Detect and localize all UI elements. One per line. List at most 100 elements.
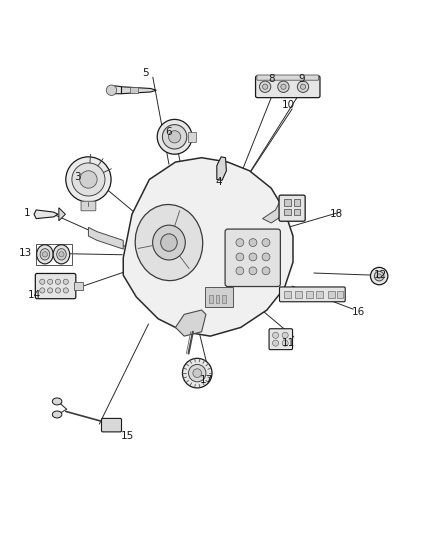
- Ellipse shape: [135, 205, 203, 280]
- Circle shape: [374, 271, 384, 281]
- Circle shape: [262, 239, 270, 246]
- Circle shape: [183, 358, 212, 388]
- FancyBboxPatch shape: [257, 75, 319, 80]
- Circle shape: [63, 288, 68, 293]
- Circle shape: [249, 239, 257, 246]
- Ellipse shape: [161, 234, 177, 251]
- FancyBboxPatch shape: [269, 329, 293, 350]
- Bar: [215, 295, 219, 303]
- FancyBboxPatch shape: [35, 273, 76, 298]
- Circle shape: [272, 332, 279, 338]
- Circle shape: [72, 163, 105, 196]
- Polygon shape: [59, 208, 65, 221]
- Bar: [187, 132, 196, 142]
- FancyBboxPatch shape: [225, 229, 280, 287]
- Circle shape: [55, 288, 60, 293]
- Polygon shape: [110, 86, 121, 94]
- Circle shape: [193, 369, 201, 377]
- Circle shape: [40, 288, 45, 293]
- Circle shape: [377, 274, 381, 278]
- Text: 1: 1: [24, 208, 31, 219]
- Circle shape: [47, 279, 53, 284]
- Text: 9: 9: [298, 75, 305, 84]
- Circle shape: [297, 81, 309, 92]
- Text: 13: 13: [19, 248, 32, 259]
- Bar: [328, 291, 335, 298]
- Circle shape: [281, 84, 286, 90]
- Bar: [284, 291, 291, 298]
- Circle shape: [106, 85, 117, 95]
- Bar: [36, 244, 72, 265]
- Bar: [284, 199, 291, 206]
- Text: 8: 8: [268, 75, 275, 84]
- Text: 14: 14: [28, 290, 41, 300]
- Circle shape: [162, 125, 187, 149]
- Circle shape: [249, 253, 257, 261]
- Ellipse shape: [52, 398, 62, 405]
- Text: 6: 6: [166, 126, 172, 136]
- Circle shape: [40, 279, 45, 284]
- Circle shape: [236, 239, 244, 246]
- Text: 17: 17: [199, 375, 212, 385]
- Circle shape: [157, 119, 192, 154]
- Circle shape: [236, 253, 244, 261]
- Circle shape: [371, 268, 388, 285]
- Polygon shape: [123, 158, 293, 336]
- Circle shape: [300, 84, 306, 90]
- Circle shape: [249, 267, 257, 275]
- Circle shape: [262, 253, 270, 261]
- Ellipse shape: [52, 411, 62, 418]
- Circle shape: [55, 279, 60, 284]
- Ellipse shape: [53, 245, 70, 264]
- Circle shape: [272, 340, 279, 346]
- Circle shape: [80, 171, 97, 188]
- Bar: [317, 291, 323, 298]
- Circle shape: [66, 157, 111, 202]
- Ellipse shape: [40, 249, 49, 260]
- FancyBboxPatch shape: [205, 287, 233, 306]
- Text: 12: 12: [374, 270, 387, 280]
- Bar: [336, 291, 343, 298]
- FancyBboxPatch shape: [255, 76, 320, 98]
- Circle shape: [278, 81, 289, 92]
- Bar: [294, 208, 300, 215]
- FancyBboxPatch shape: [279, 195, 305, 221]
- Text: 15: 15: [121, 431, 134, 441]
- Circle shape: [236, 267, 244, 275]
- Polygon shape: [176, 310, 206, 336]
- Bar: [294, 199, 300, 206]
- Polygon shape: [34, 210, 58, 219]
- Bar: [209, 295, 213, 303]
- Circle shape: [169, 131, 181, 143]
- FancyBboxPatch shape: [81, 201, 96, 211]
- Text: 18: 18: [330, 209, 343, 219]
- Circle shape: [63, 279, 68, 284]
- Polygon shape: [262, 201, 289, 223]
- Ellipse shape: [152, 225, 185, 260]
- Text: 5: 5: [142, 68, 148, 78]
- Text: 10: 10: [282, 100, 295, 110]
- FancyBboxPatch shape: [102, 418, 121, 432]
- Bar: [130, 87, 138, 93]
- Ellipse shape: [57, 249, 66, 260]
- FancyBboxPatch shape: [279, 287, 345, 302]
- Bar: [222, 295, 226, 303]
- Circle shape: [262, 267, 270, 275]
- Polygon shape: [217, 157, 226, 180]
- Polygon shape: [121, 87, 156, 94]
- Circle shape: [188, 365, 206, 382]
- Bar: [295, 291, 302, 298]
- Text: 4: 4: [215, 176, 223, 187]
- Polygon shape: [88, 228, 123, 249]
- Bar: [284, 208, 291, 215]
- Bar: [306, 291, 313, 298]
- Text: 3: 3: [74, 172, 81, 182]
- Circle shape: [47, 288, 53, 293]
- Circle shape: [262, 84, 268, 90]
- Circle shape: [42, 252, 47, 257]
- Text: 11: 11: [282, 338, 295, 348]
- Bar: [74, 282, 83, 290]
- Text: 16: 16: [352, 307, 365, 317]
- Ellipse shape: [37, 245, 53, 264]
- Circle shape: [282, 332, 288, 338]
